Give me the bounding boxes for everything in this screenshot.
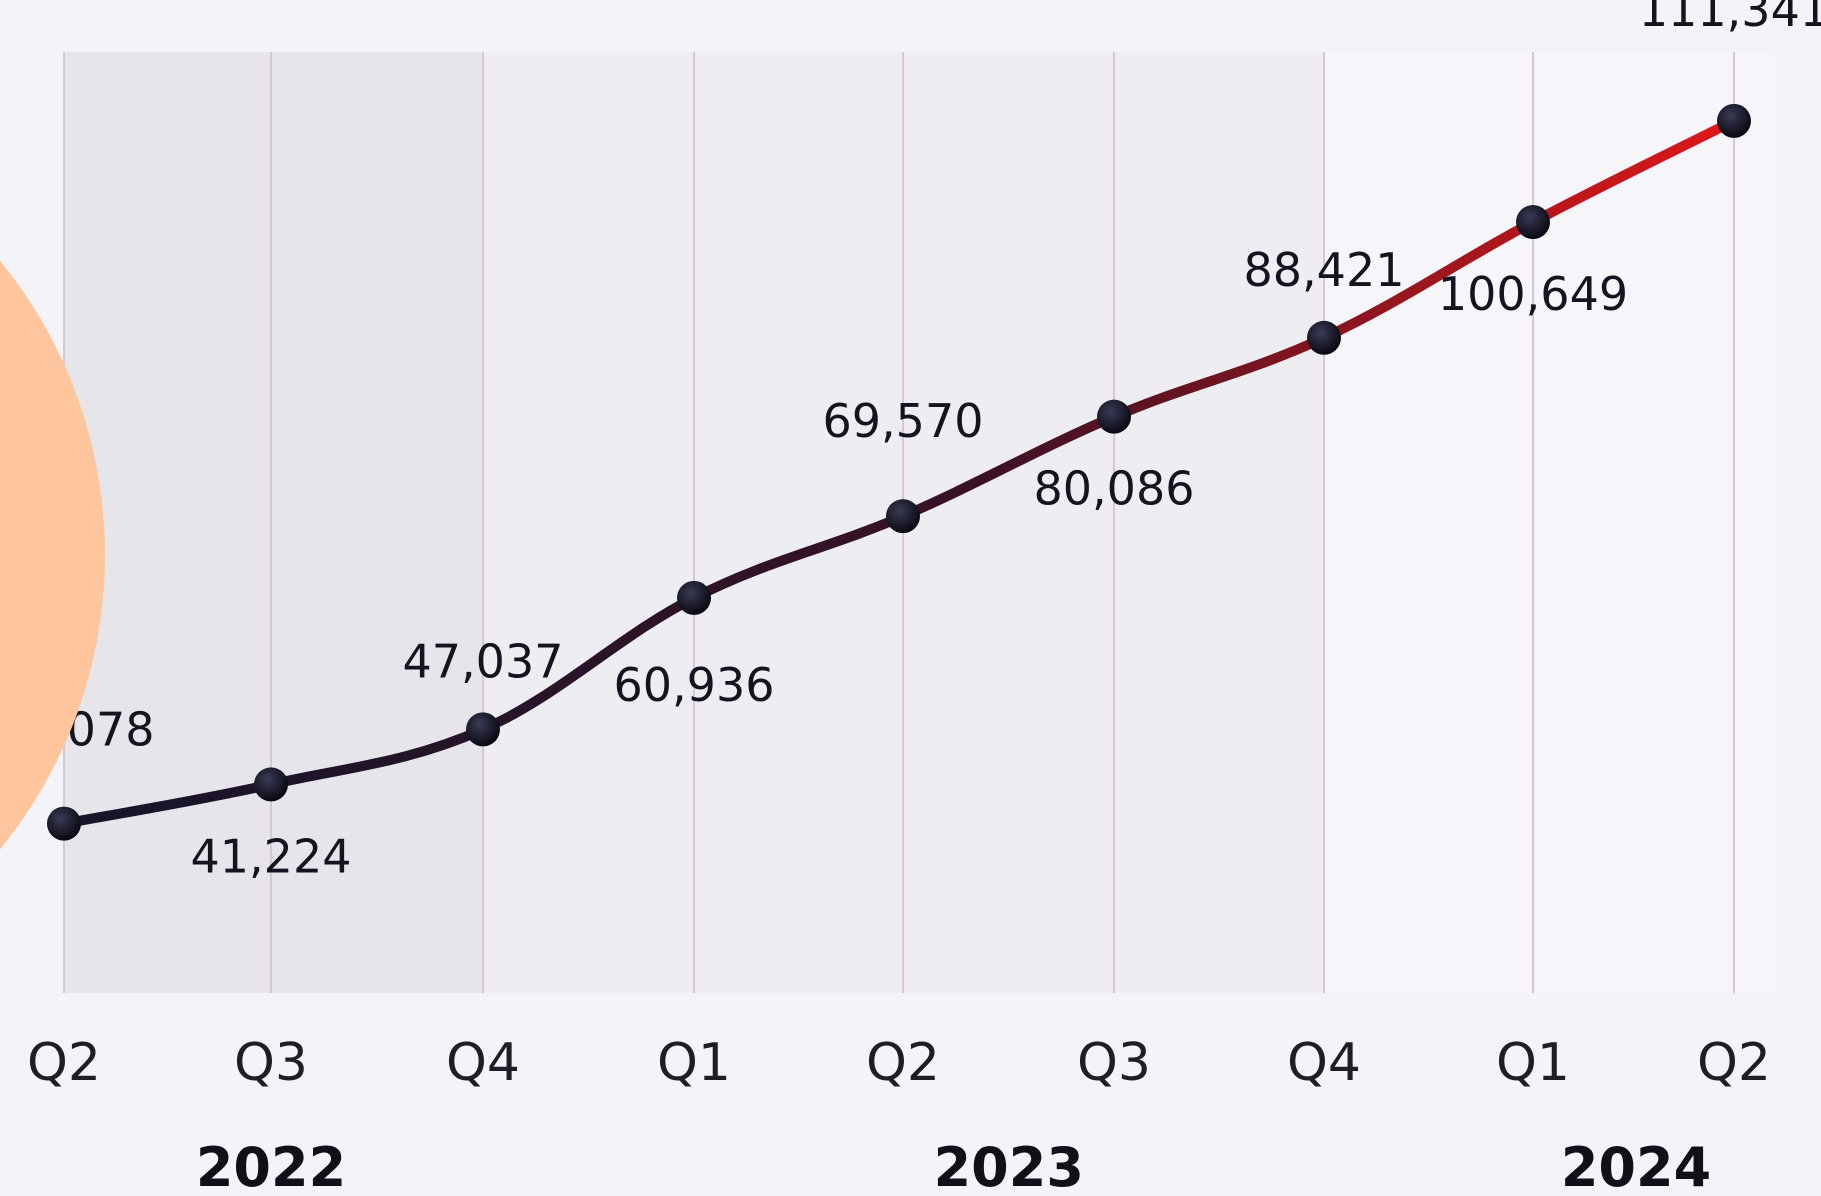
x-tick-label: Q2 [27,1033,101,1093]
data-points [47,103,1751,841]
data-point [47,806,81,841]
data-point [1307,320,1341,355]
data-label: 47,037 [403,634,564,688]
x-year-label: 2022 [196,1136,346,1196]
data-label: 88,421 [1244,243,1405,297]
data-point [677,580,711,615]
shade-band [1324,52,1774,993]
data-label: 111,341 [1639,0,1821,37]
data-point [1097,399,1131,434]
x-tick-label: Q4 [446,1033,520,1093]
data-point [886,499,920,534]
data-point [254,767,288,802]
decorative-circle [0,260,105,850]
x-year-label: 2023 [934,1136,1084,1196]
x-tick-label: Q1 [1496,1033,1570,1093]
data-label: 69,570 [823,394,984,448]
data-point [1516,205,1550,240]
x-tick-label: Q2 [866,1033,940,1093]
x-tick-label: Q2 [1697,1033,1771,1093]
x-tick-label: Q3 [1077,1033,1151,1093]
x-tick-label: Q3 [234,1033,308,1093]
data-point [466,712,500,747]
x-axis-years: 2022 2023 2024 [196,1136,1711,1196]
x-tick-label: Q1 [657,1033,731,1093]
data-label: 60,936 [614,658,775,712]
x-axis-ticks: Q2 Q3 Q4 Q1 Q2 Q3 Q4 Q1 Q2 [27,1033,1771,1093]
data-label: 80,086 [1034,462,1195,516]
x-tick-label: Q4 [1287,1033,1361,1093]
x-year-label: 2024 [1561,1136,1711,1196]
data-label: 100,649 [1438,267,1628,321]
shade-band [64,52,483,993]
data-point [1717,103,1751,138]
data-label: 41,224 [191,829,352,883]
